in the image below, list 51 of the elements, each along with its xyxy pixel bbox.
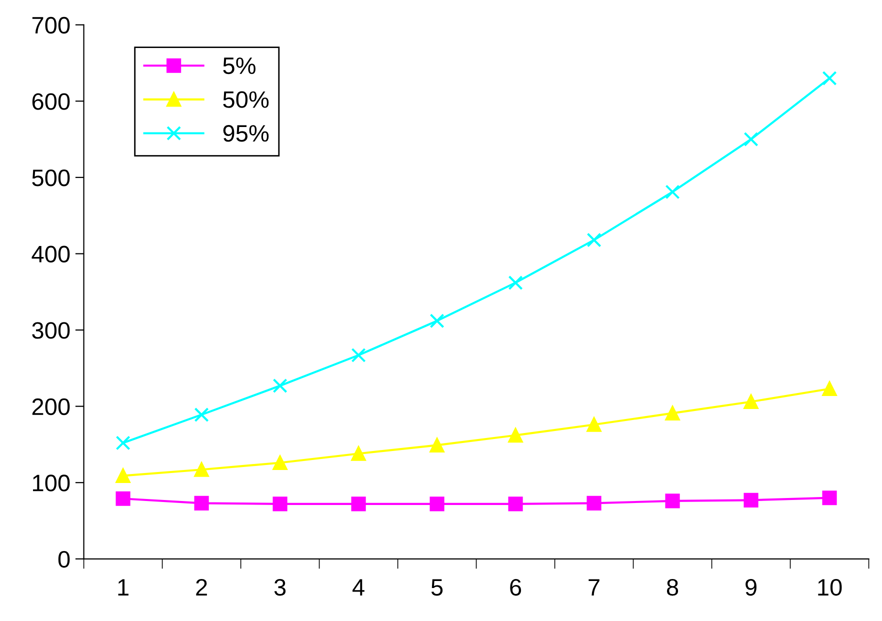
point — [586, 232, 602, 248]
point — [665, 406, 680, 420]
legend-label: 5% — [223, 58, 256, 74]
y-tick-label: 300 — [32, 322, 70, 339]
point — [508, 428, 523, 443]
point — [744, 492, 758, 508]
point — [430, 438, 444, 453]
x-tick-label: 8 — [666, 578, 678, 596]
point — [508, 496, 523, 512]
x-tick-label: 9 — [746, 578, 756, 596]
legend-label: 95% — [223, 125, 269, 142]
point — [351, 496, 366, 512]
legend-label: 50% — [223, 91, 269, 108]
y-tick-label: 200 — [32, 398, 70, 416]
x-tick-label: 3 — [274, 578, 286, 596]
point — [116, 491, 130, 506]
point — [272, 455, 288, 470]
x-tick-label: 6 — [510, 578, 522, 596]
point — [665, 184, 680, 200]
point — [272, 496, 288, 512]
point — [272, 378, 288, 394]
point — [194, 496, 209, 510]
y-tick-label: 700 — [32, 16, 70, 34]
point — [744, 132, 758, 147]
x-tick-label: 4 — [352, 579, 364, 596]
x-tick-label: 5 — [431, 579, 443, 596]
point — [822, 381, 837, 396]
point — [194, 407, 209, 422]
y-tick-label: 100 — [33, 474, 70, 492]
y-tick-label: 500 — [32, 169, 70, 186]
point — [665, 494, 680, 508]
point — [822, 490, 837, 506]
point — [586, 417, 602, 432]
point — [744, 394, 758, 410]
x-tick-label: 7 — [588, 579, 600, 596]
x-tick-label: 2 — [196, 578, 207, 596]
point — [351, 446, 366, 461]
point — [351, 348, 366, 362]
x-tick-label: 10 — [818, 578, 842, 596]
point — [822, 70, 837, 86]
point — [430, 314, 444, 328]
y-tick-label: 600 — [32, 93, 70, 110]
point — [430, 496, 444, 512]
y-tick-label: 0 — [58, 550, 70, 568]
point — [116, 468, 130, 484]
point — [586, 496, 602, 510]
x-tick-label: 1 — [118, 579, 128, 596]
point — [116, 436, 130, 450]
y-tick-label: 400 — [32, 246, 70, 263]
point — [508, 275, 523, 290]
point — [194, 462, 209, 477]
